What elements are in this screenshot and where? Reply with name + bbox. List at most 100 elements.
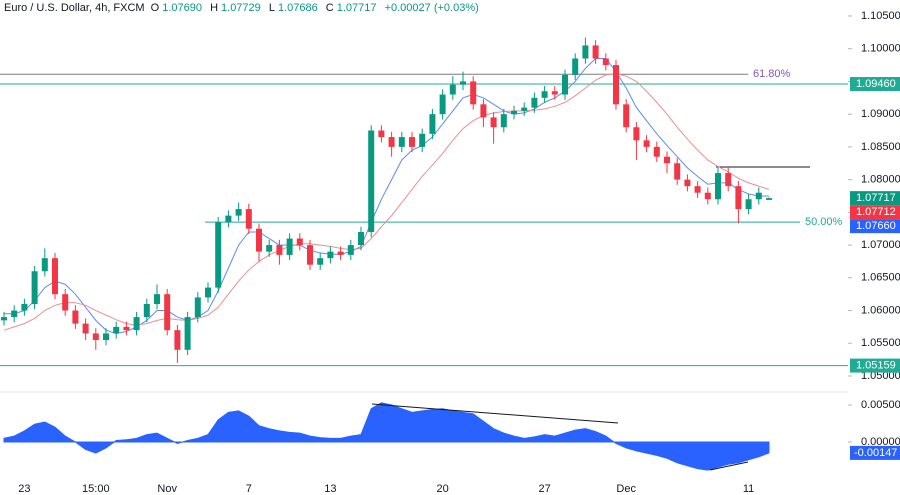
candle-body [307, 245, 313, 265]
x-tick-label: 11 [743, 483, 754, 495]
candle-body [21, 303, 28, 311]
candle-body [1, 317, 7, 321]
l-value: 1.07686 [277, 2, 318, 14]
x-tick-label: Dec [616, 483, 636, 495]
osc-last-box [850, 445, 900, 460]
candle-body [327, 251, 334, 259]
candle-body [317, 258, 324, 265]
y-tick-label: 1.06000 [861, 304, 900, 316]
y-tick-label: 1.06500 [861, 272, 900, 284]
osc-y-tick-label: 0.00000 [861, 436, 900, 448]
candle-body [358, 231, 364, 246]
c-value: 1.07717 [336, 2, 377, 14]
candle-body [715, 173, 721, 200]
price-box-label: 1.07660 [856, 220, 896, 232]
level-box [850, 77, 900, 92]
y-tick-label: 1.10500 [861, 10, 900, 22]
moving-average [3, 73, 770, 331]
candle-body [592, 45, 599, 59]
candle-body [633, 127, 640, 141]
osc-y-tick-label: 0.00500 [861, 399, 900, 411]
c-label: C [325, 2, 334, 14]
candle-body [72, 310, 79, 324]
candle-body [164, 294, 171, 331]
candle-body [215, 222, 222, 288]
candle-body [623, 104, 630, 128]
candle-body [378, 130, 385, 138]
candle-body [41, 258, 48, 272]
candle-body [296, 238, 303, 246]
y-tick-label: 1.09000 [861, 108, 900, 120]
fib-level-label: 50.00% [805, 216, 843, 228]
x-tick-label: Nov [157, 483, 177, 495]
candle-body [337, 251, 344, 255]
candle-body [766, 198, 772, 200]
y-tick-label: 1.10000 [861, 43, 900, 55]
trend-line [371, 403, 619, 424]
y-tick-label: 1.05500 [861, 337, 900, 349]
candle-body [521, 107, 528, 111]
candle-body [194, 297, 201, 318]
candle-body [409, 137, 415, 147]
candle-body [551, 91, 558, 95]
candle-body [470, 81, 477, 105]
candle-body [745, 199, 752, 210]
candle-body [449, 84, 456, 95]
candle-body [368, 130, 375, 232]
price-box-label: 1.07712 [856, 206, 896, 218]
candle-body [256, 228, 262, 252]
y-tick-label: 1.07000 [861, 239, 900, 251]
moving-average [4, 58, 769, 334]
candle-body [725, 173, 732, 187]
candle-body [82, 323, 89, 334]
oscillator-area [3, 402, 770, 471]
candle-body [347, 245, 354, 255]
candle-body [123, 326, 130, 331]
candle-body [490, 117, 497, 128]
candle-body [531, 97, 538, 108]
x-tick-label: 23 [18, 483, 30, 495]
o-label: O [150, 2, 160, 14]
candle-body [704, 192, 711, 200]
x-tick-label: 27 [538, 483, 550, 495]
candle-body [664, 156, 670, 164]
candle-body [143, 303, 150, 318]
candle-body [113, 326, 120, 334]
trend-line [709, 461, 749, 471]
candle-body [184, 317, 191, 350]
price-box [850, 219, 900, 234]
candle-body [31, 271, 38, 304]
level-box-label: 1.05159 [856, 359, 896, 371]
candle-body [235, 209, 242, 216]
x-tick-label: 20 [436, 483, 448, 495]
candle-body [398, 137, 405, 147]
candle-body [429, 114, 436, 134]
candle-body [582, 45, 589, 59]
level-box-label: 1.09460 [856, 78, 896, 90]
candle-body [266, 245, 273, 252]
candle-body [174, 330, 181, 350]
candle-body [103, 333, 109, 340]
y-tick-label: 1.08500 [861, 141, 900, 153]
candle-body [684, 179, 691, 187]
h-value: 1.07729 [221, 2, 261, 14]
h-label: H [210, 2, 219, 14]
level-box [850, 358, 900, 373]
x-tick-label: 13 [324, 483, 336, 495]
price-box [850, 191, 900, 206]
candle-body [541, 91, 548, 98]
fib-level-label: 61.80% [753, 68, 791, 80]
candle-body [133, 317, 140, 331]
candle-body [460, 81, 466, 85]
candle-body [480, 104, 487, 118]
price-box-label: 1.07717 [856, 192, 896, 204]
x-tick-label: 7 [246, 483, 252, 495]
x-tick-label: 15:00 [82, 483, 110, 495]
candle-body [500, 114, 507, 128]
candle-body [286, 238, 293, 255]
candle-body [511, 110, 517, 115]
candle-body [52, 258, 58, 295]
candle-body [755, 192, 762, 200]
candle-body [245, 209, 252, 229]
